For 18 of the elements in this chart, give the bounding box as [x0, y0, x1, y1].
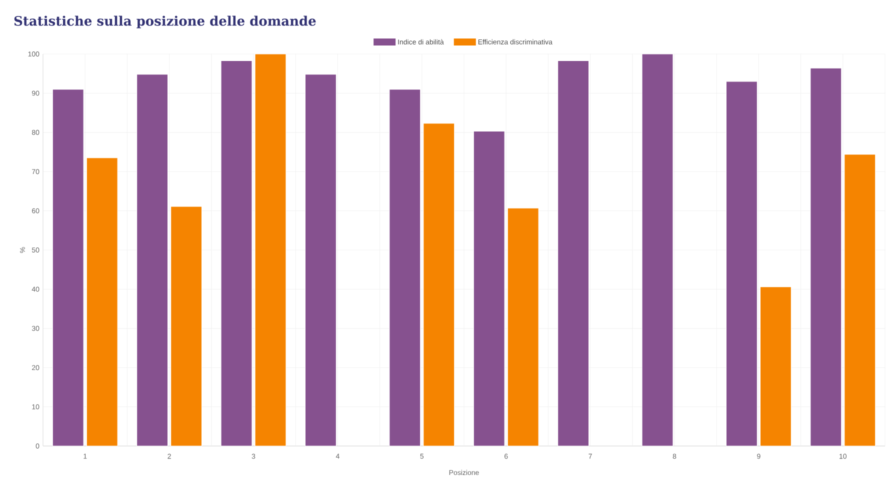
bar: [86, 158, 118, 446]
bar: [844, 154, 876, 446]
chart-title: Statistiche sulla posizione delle domande: [14, 16, 316, 28]
bar: [473, 130, 505, 446]
bar: [170, 206, 202, 446]
bar: [220, 60, 252, 446]
bar: [810, 68, 842, 446]
bar: [52, 88, 84, 446]
bar: [423, 123, 455, 446]
bar: [254, 54, 286, 446]
bar: [558, 60, 590, 446]
bar: [136, 74, 168, 446]
bar: [507, 208, 539, 446]
bar: [304, 74, 337, 446]
bar: [726, 81, 758, 446]
bar: [642, 54, 674, 446]
bar: [389, 88, 421, 446]
bar: [760, 286, 792, 446]
